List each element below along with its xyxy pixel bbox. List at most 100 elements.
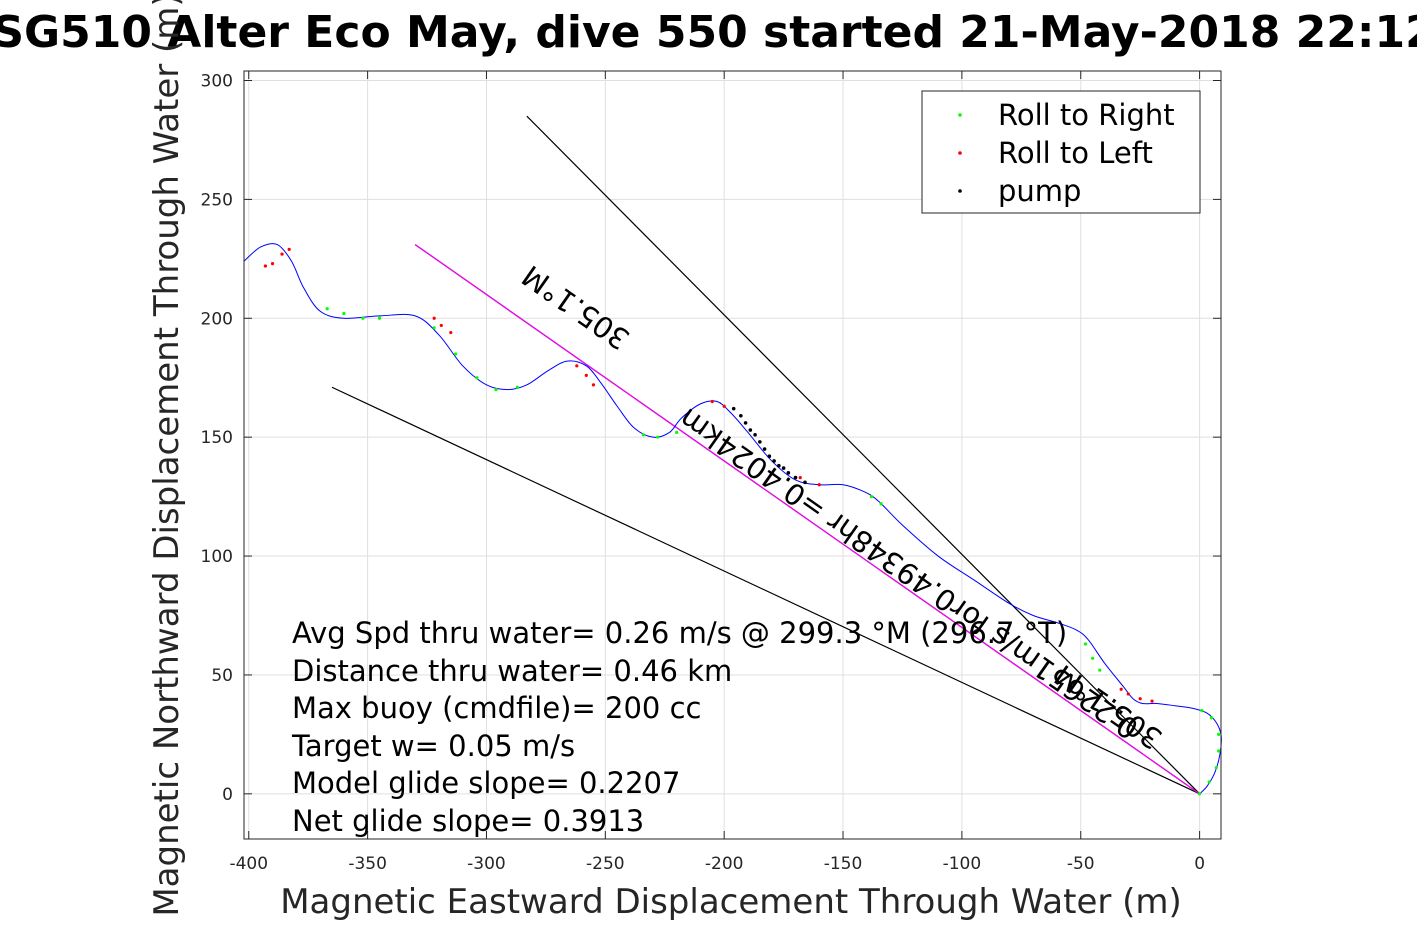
y-tick-label: 150 bbox=[201, 428, 233, 448]
roll-right-point bbox=[1083, 642, 1088, 646]
roll-right-point bbox=[1217, 732, 1221, 736]
pump-point bbox=[767, 454, 772, 458]
track-line bbox=[243, 243, 1222, 795]
summary-avg-speed: Avg Spd thru water= 0.26 m/s @ 299.3 °M … bbox=[292, 616, 1067, 650]
legend-label-roll-left: Roll to Left bbox=[998, 136, 1153, 170]
reference-line bbox=[414, 244, 1200, 795]
pump-point bbox=[786, 471, 791, 475]
roll-right-point bbox=[1091, 656, 1095, 660]
roll-left-point bbox=[280, 252, 284, 256]
roll-left-point bbox=[432, 316, 436, 320]
dive-track bbox=[243, 243, 1222, 795]
reference-line bbox=[331, 386, 1200, 795]
dive-summary: Avg Spd thru water= 0.26 m/s @ 299.3 °M … bbox=[291, 616, 1067, 838]
y-tick-label: 50 bbox=[211, 666, 233, 686]
reference-line bbox=[526, 115, 1201, 795]
pump-point bbox=[793, 475, 798, 480]
legend: Roll to Right Roll to Left pump bbox=[921, 90, 1201, 214]
roll-left-point bbox=[1150, 699, 1154, 703]
x-tick-label: -50 bbox=[1067, 854, 1095, 874]
summary-model-glide: Model glide slope= 0.2207 bbox=[292, 766, 680, 800]
roll-right-point bbox=[1200, 709, 1204, 713]
legend-box bbox=[921, 90, 1201, 214]
plot-frame bbox=[243, 70, 1222, 840]
roll-right-point bbox=[361, 316, 365, 320]
legend-label-pump: pump bbox=[998, 174, 1081, 208]
legend-marker-roll-right bbox=[958, 113, 962, 117]
pump-point bbox=[803, 480, 807, 485]
pump-point bbox=[748, 428, 753, 432]
summary-distance: Distance thru water= 0.46 km bbox=[292, 654, 732, 688]
roll-right-point bbox=[432, 326, 436, 330]
pump-point bbox=[753, 432, 757, 437]
summary-max-buoy: Max buoy (cmdfile)= 200 cc bbox=[292, 691, 701, 725]
pump-point bbox=[762, 447, 767, 451]
x-tick-label: -350 bbox=[348, 854, 387, 874]
roll-markers bbox=[263, 247, 1221, 796]
roll-left-point bbox=[575, 364, 579, 368]
roll-right-point bbox=[1207, 780, 1211, 784]
reference-lines bbox=[331, 115, 1201, 795]
x-tick-label: -300 bbox=[467, 854, 506, 874]
roll-left-point bbox=[817, 483, 821, 487]
roll-left-point bbox=[270, 261, 275, 266]
roll-left-point bbox=[591, 383, 596, 387]
roll-left-point bbox=[263, 264, 267, 268]
roll-right-point bbox=[1198, 792, 1202, 796]
roll-left-point bbox=[1126, 692, 1130, 696]
roll-right-point bbox=[869, 495, 874, 499]
y-tick-label: 100 bbox=[201, 547, 233, 567]
x-tick-label: -400 bbox=[229, 854, 268, 874]
roll-right-point bbox=[675, 430, 679, 435]
pump-point bbox=[743, 421, 748, 425]
pump-point bbox=[731, 406, 736, 411]
roll-right-point bbox=[453, 352, 458, 356]
legend-label-roll-right: Roll to Right bbox=[998, 98, 1175, 132]
pump-point bbox=[739, 413, 743, 418]
pump-point bbox=[772, 459, 776, 463]
roll-right-point bbox=[1214, 766, 1218, 770]
roll-left-point bbox=[1138, 697, 1142, 701]
roll-right-point bbox=[641, 433, 645, 437]
roll-left-point bbox=[1119, 687, 1123, 691]
roll-left-point bbox=[449, 330, 453, 335]
roll-left-point bbox=[584, 373, 588, 377]
x-tick-label: 0 bbox=[1194, 854, 1205, 874]
roll-left-point bbox=[287, 247, 291, 251]
roll-right-point bbox=[515, 385, 519, 389]
roll-right-point bbox=[342, 311, 346, 316]
summary-net-glide: Net glide slope= 0.3913 bbox=[292, 804, 644, 838]
pump-point bbox=[781, 466, 786, 470]
roll-left-point bbox=[798, 475, 802, 480]
summary-target-w: Target w= 0.05 m/s bbox=[291, 729, 575, 763]
roll-right-point bbox=[325, 307, 329, 311]
roll-right-point bbox=[656, 435, 660, 439]
roll-right-point bbox=[1217, 749, 1221, 753]
y-tick-label: 250 bbox=[201, 190, 233, 210]
y-tick-label: 200 bbox=[201, 309, 233, 329]
x-tick-label: -100 bbox=[943, 854, 982, 874]
legend-marker-pump bbox=[958, 189, 962, 193]
x-tick-label: -250 bbox=[586, 854, 625, 874]
roll-right-point bbox=[879, 502, 883, 506]
roll-right-point bbox=[1098, 668, 1102, 672]
roll-right-point bbox=[377, 316, 382, 320]
roll-left-point bbox=[722, 404, 726, 408]
roll-right-point bbox=[494, 388, 498, 392]
chart-title: SG510 Alter Eco May, dive 550 started 21… bbox=[0, 7, 1417, 58]
y-axis-label: Magnetic Northward Displacement Through … bbox=[147, 0, 187, 917]
roll-right-point bbox=[475, 376, 479, 380]
y-tick-label: 0 bbox=[222, 785, 233, 805]
axis-ticks: -400 -350 -300 -250 -200 -150 -100 -50 0 0 50 100 15… bbox=[201, 71, 1221, 874]
x-tick-label: -200 bbox=[705, 854, 744, 874]
y-tick-label: 300 bbox=[201, 72, 233, 92]
x-tick-label: -150 bbox=[824, 854, 863, 874]
pump-point bbox=[777, 463, 781, 468]
legend-marker-roll-left bbox=[958, 151, 962, 155]
pump-point bbox=[758, 440, 762, 444]
roll-left-point bbox=[439, 323, 443, 328]
x-axis-label: Magnetic Eastward Displacement Through W… bbox=[280, 882, 1182, 922]
roll-left-point bbox=[710, 399, 714, 404]
roll-right-point bbox=[1209, 716, 1214, 720]
